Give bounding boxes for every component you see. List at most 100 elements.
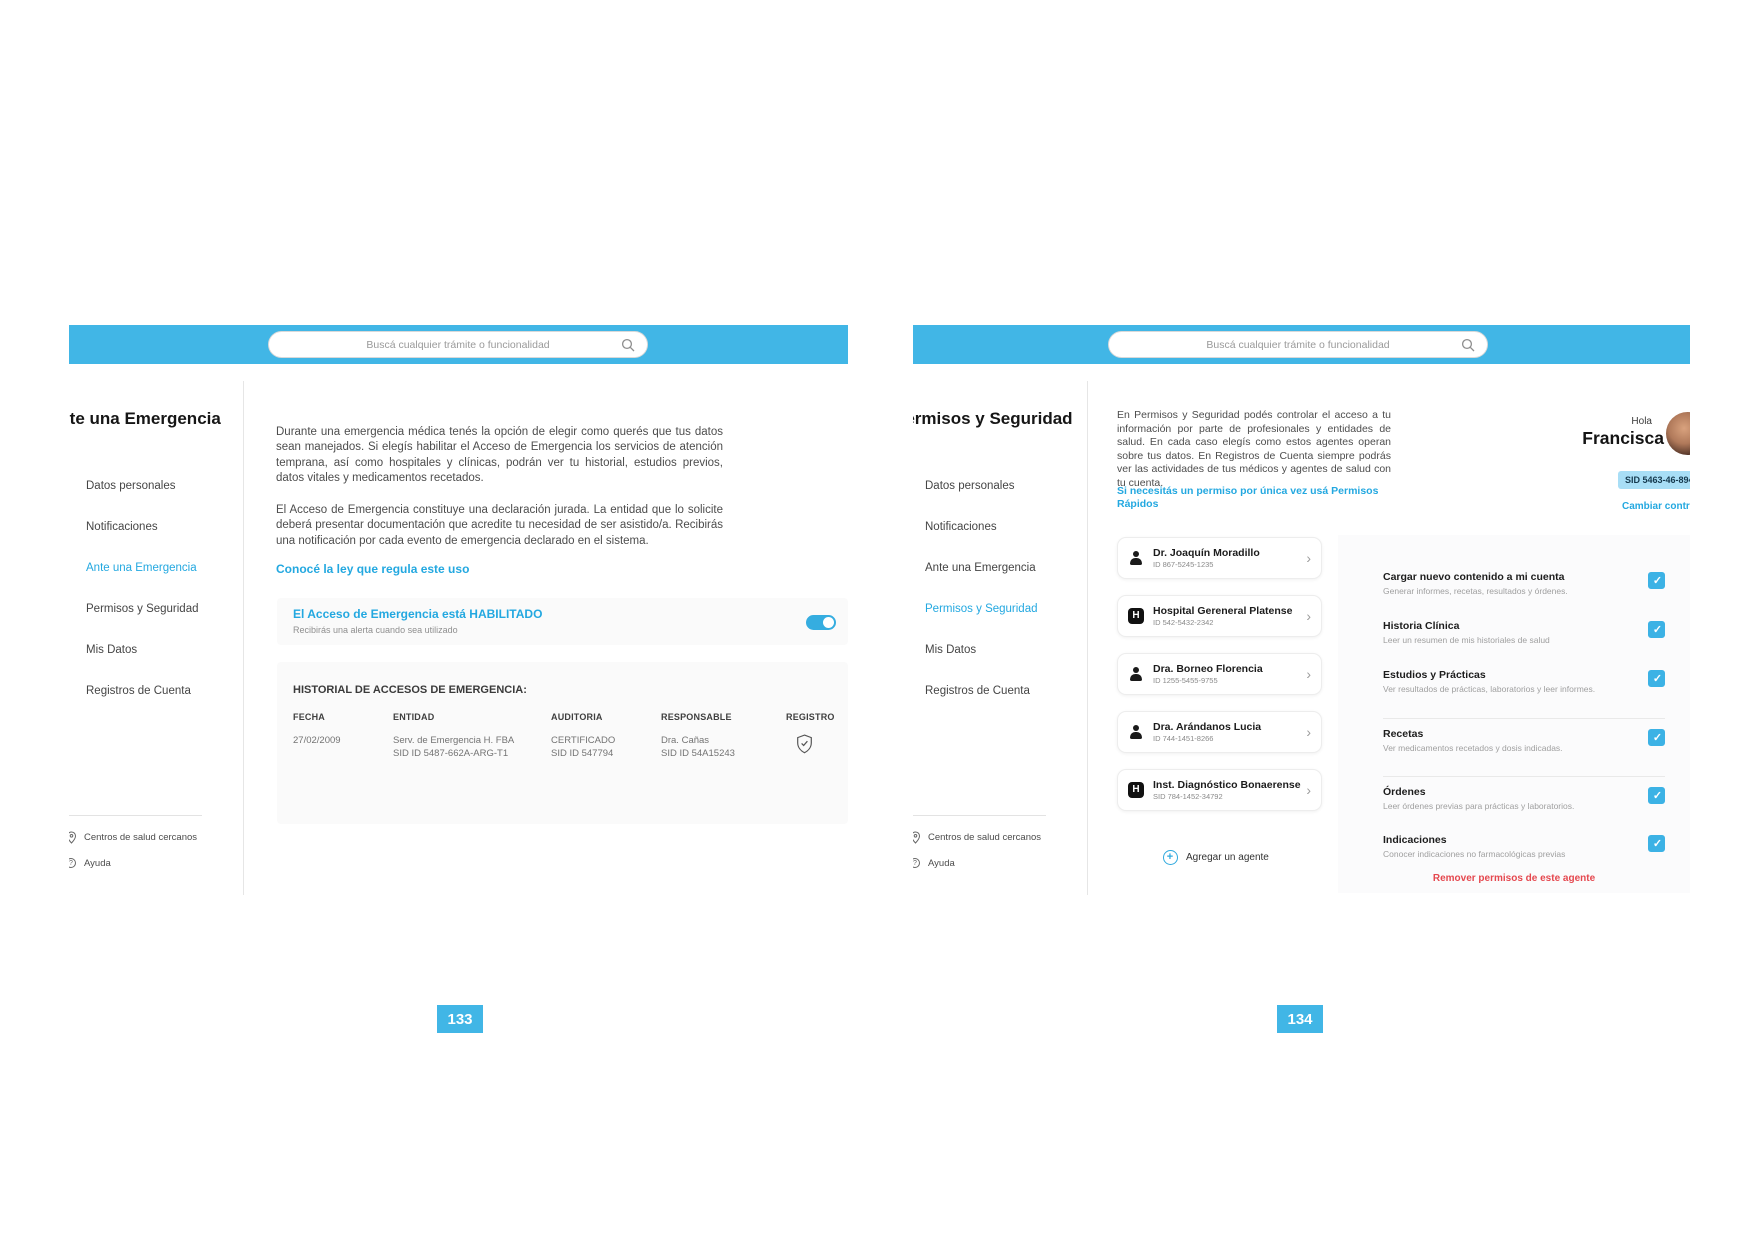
permission-checkbox[interactable]	[1648, 670, 1666, 688]
search-input[interactable]: Buscá cualquier trámite o funcionalidad	[1108, 331, 1488, 358]
agents-list: Dr. Joaquín Moradillo ID 867-5245-1235 H…	[1117, 537, 1322, 811]
location-pin-icon	[69, 831, 78, 844]
permission-description: Leer un resumen de mis historiales de sa…	[1383, 635, 1550, 645]
permission-title: Estudios y Prácticas	[1383, 669, 1486, 681]
sidebar-item[interactable]: Notificaciones	[86, 521, 158, 533]
permission-description: Ver resultados de prácticas, laboratorio…	[1383, 684, 1596, 694]
search-icon	[1461, 338, 1475, 352]
add-agent-button[interactable]: Agregar un agente	[1163, 850, 1269, 865]
plus-circle-icon	[1163, 850, 1178, 865]
history-column-header: REGISTRO	[786, 712, 835, 722]
permission-checkbox[interactable]	[1648, 835, 1666, 853]
chevron-right-icon	[1306, 667, 1311, 681]
agent-name: Dra. Arándanos Lucia	[1153, 721, 1262, 733]
permission-checkbox[interactable]	[1648, 787, 1666, 805]
app-header-bar: Buscá cualquier trámite o funcionalidad	[69, 325, 848, 364]
permission-title: Órdenes	[1383, 786, 1426, 798]
page-134-permissions: Buscá cualquier trámite o funcionalidad …	[913, 325, 1690, 903]
sidebar-footer-item[interactable]: Ayuda	[69, 857, 197, 870]
history-column-header: RESPONSABLE	[661, 712, 732, 722]
history-header-row: FECHA ENTIDAD AUDITORIA RESPONSABLE REGI…	[277, 712, 848, 722]
law-link[interactable]: Conocé la ley que regula este uso	[276, 562, 470, 576]
sidebar-item[interactable]: Mis Datos	[86, 644, 138, 656]
sidebar-footer-item[interactable]: Centros de salud cercanos	[913, 831, 1041, 844]
agent-card[interactable]: Hospital Gereneral Platense ID 542-5432-…	[1117, 595, 1322, 637]
emergency-intro-paragraph-2: El Acceso de Emergencia constituye una d…	[276, 504, 723, 547]
agent-card[interactable]: Inst. Diagnóstico Bonaerense SID 784-145…	[1117, 769, 1322, 811]
sidebar-footer-item[interactable]: Ayuda	[913, 857, 1041, 870]
permissions-intro-paragraph: En Permisos y Seguridad podés controlar …	[1117, 409, 1391, 489]
agent-id: ID 867-5245-1235	[1153, 560, 1214, 569]
permission-description: Conocer indicaciones no farmacológicas p…	[1383, 849, 1566, 859]
agent-card[interactable]: Dr. Joaquín Moradillo ID 867-5245-1235	[1117, 537, 1322, 579]
sidebar-divider	[69, 815, 202, 816]
sidebar-item[interactable]: Ante una Emergencia	[86, 562, 197, 574]
search-placeholder: Buscá cualquier trámite o funcionalidad	[1206, 338, 1390, 351]
sidebar-footer-label: Centros de salud cercanos	[928, 832, 1042, 843]
chevron-right-icon	[1306, 609, 1311, 623]
history-responsible: Dra. Cañas	[661, 735, 710, 746]
permissions-list: Cargar nuevo contenido a mi cuenta Gener…	[1338, 535, 1690, 875]
page-number-badge: 134	[1277, 1005, 1323, 1033]
history-row: 27/02/2009 Serv. de Emergencia H. FBA SI…	[277, 734, 848, 760]
search-input[interactable]: Buscá cualquier trámite o funcionalidad	[268, 331, 648, 358]
agent-id: ID 542-5432-2342	[1153, 618, 1214, 627]
agent-id: SID 784-1452-34792	[1153, 792, 1223, 801]
quick-permissions-link[interactable]: Si necesitás un permiso por única vez us…	[1117, 485, 1379, 510]
agent-name: Dr. Joaquín Moradillo	[1153, 547, 1260, 559]
permission-checkbox[interactable]	[1648, 572, 1666, 590]
sidebar-divider	[913, 815, 1046, 816]
chevron-right-icon	[1306, 725, 1311, 739]
agent-name: Dra. Borneo Florencia	[1153, 663, 1263, 675]
permission-title: Historia Clínica	[1383, 620, 1460, 632]
emergency-access-status: El Acceso de Emergencia está HABILITADO	[293, 607, 543, 621]
history-date: 27/02/2009	[293, 735, 341, 746]
history-entity: Serv. de Emergencia H. FBA	[393, 735, 515, 746]
sidebar-item[interactable]: Permisos y Seguridad	[925, 603, 1038, 615]
content-divider	[1087, 381, 1088, 895]
change-password-link[interactable]: Cambiar contraseña	[1622, 501, 1690, 512]
permission-checkbox[interactable]	[1648, 621, 1666, 639]
app-header-bar: Buscá cualquier trámite o funcionalidad	[913, 325, 1690, 364]
sidebar-item[interactable]: Notificaciones	[925, 521, 997, 533]
page-title: Ante una Emergencia	[69, 409, 221, 428]
permission-checkbox[interactable]	[1648, 729, 1666, 747]
sidebar-item[interactable]: Datos personales	[86, 480, 176, 492]
sidebar-item[interactable]: Datos personales	[925, 480, 1015, 492]
history-entity-id: SID ID 5487-662A-ARG-T1	[393, 748, 509, 759]
permission-item: Cargar nuevo contenido a mi cuenta Gener…	[1383, 571, 1666, 612]
permission-item: Órdenes Leer órdenes previas para prácti…	[1383, 776, 1666, 826]
sidebar-item[interactable]: Registros de Cuenta	[925, 685, 1030, 697]
search-placeholder: Buscá cualquier trámite o funcionalidad	[366, 338, 550, 351]
history-audit: CERTIFICADO	[551, 735, 616, 746]
emergency-access-toggle[interactable]	[806, 615, 836, 630]
person-icon	[1128, 550, 1144, 566]
permission-item: Estudios y Prácticas Ver resultados de p…	[1383, 669, 1666, 710]
hospital-icon	[1128, 608, 1144, 624]
permission-item: Indicaciones Conocer indicaciones no far…	[1383, 834, 1666, 875]
sidebar-footer-item[interactable]: Centros de salud cercanos	[69, 831, 197, 844]
sidebar-item[interactable]: Mis Datos	[925, 644, 977, 656]
emergency-access-note: Recibirás una alerta cuando sea utilizad…	[293, 625, 458, 635]
sidebar-item[interactable]: Ante una Emergencia	[925, 562, 1036, 574]
history-column-header: AUDITORIA	[551, 712, 603, 722]
agent-card[interactable]: Dra. Borneo Florencia ID 1255-5455-9755	[1117, 653, 1322, 695]
sidebar-footer-label: Centros de salud cercanos	[84, 832, 198, 843]
remove-permissions-link[interactable]: Remover permisos de este agente	[1432, 873, 1596, 884]
permissions-panel: Cargar nuevo contenido a mi cuenta Gener…	[1338, 535, 1690, 893]
greeting-label: Hola	[1631, 416, 1652, 427]
avatar[interactable]	[1666, 412, 1690, 455]
content-divider	[243, 381, 244, 895]
sidebar-item[interactable]: Permisos y Seguridad	[86, 603, 199, 615]
user-name: Francisca	[1582, 428, 1664, 448]
sidebar-item[interactable]: Registros de Cuenta	[86, 685, 191, 697]
permission-title: Indicaciones	[1383, 834, 1447, 846]
history-responsible-id: SID ID 54A15243	[661, 748, 735, 759]
sidebar-footer: Centros de salud cercanos Ayuda	[69, 831, 197, 883]
history-column-header: FECHA	[293, 712, 325, 722]
search-icon	[621, 338, 635, 352]
page-number-badge: 133	[437, 1005, 483, 1033]
permission-description: Generar informes, recetas, resultados y …	[1383, 586, 1568, 596]
agent-card[interactable]: Dra. Arándanos Lucia ID 744-1451-8266	[1117, 711, 1322, 753]
location-pin-icon	[913, 831, 922, 844]
